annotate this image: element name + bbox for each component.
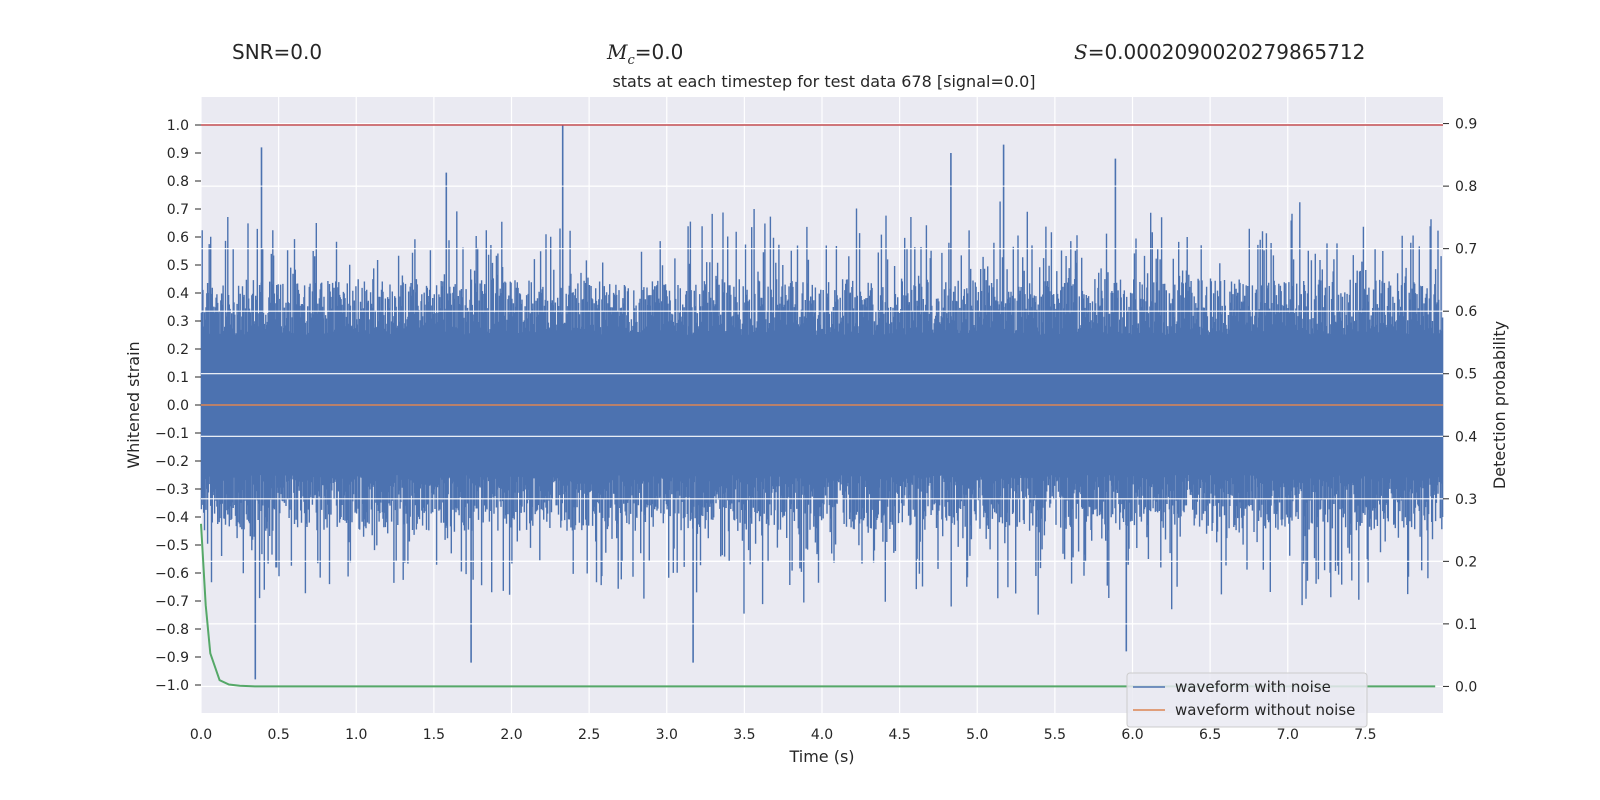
y-tick-label: 0.8: [167, 174, 189, 190]
x-tick-label: 2.5: [578, 727, 600, 743]
snr-value: SNR=0.0: [232, 40, 323, 64]
y-tick-label: 0.4: [167, 286, 189, 302]
x-tick-label: 6.5: [1199, 727, 1221, 743]
chirp-mass-symbol: M: [607, 40, 628, 64]
x-tick-label: 1.5: [423, 727, 445, 743]
x-tick-label: 4.5: [888, 727, 910, 743]
chirp-mass-stat: Mc=0.0: [607, 40, 683, 68]
y-tick-label: 0.5: [167, 258, 189, 274]
x-tick-label: 4.0: [811, 727, 833, 743]
y-tick-label: −0.6: [155, 566, 189, 582]
y2-tick-label: 0.7: [1455, 242, 1477, 258]
y2-tick-label: 0.9: [1455, 117, 1477, 133]
s-symbol: S: [1074, 40, 1088, 64]
y-tick-label: −0.3: [155, 482, 189, 498]
y-tick-label: −0.1: [155, 426, 189, 442]
y2-tick-label: 0.3: [1455, 492, 1477, 508]
y-tick-label: −0.2: [155, 454, 189, 470]
y-tick-label: −0.4: [155, 510, 189, 526]
y2-tick-label: 0.2: [1455, 554, 1477, 570]
x-tick-label: 7.0: [1277, 727, 1299, 743]
y-tick-label: 0.6: [167, 230, 189, 246]
s-value: =0.0002090020279865712: [1087, 40, 1366, 64]
legend-label: waveform without noise: [1175, 701, 1355, 719]
noise-trace: [200, 201, 1444, 615]
y2-tick-label: 0.0: [1455, 679, 1477, 695]
y-tick-label: 0.1: [167, 370, 189, 386]
y2-tick-label: 0.1: [1455, 617, 1477, 633]
x-tick-label: 2.0: [500, 727, 522, 743]
snr-stat: SNR=0.0: [232, 40, 322, 64]
y-tick-label: −0.8: [155, 622, 189, 638]
x-tick-label: 7.5: [1354, 727, 1376, 743]
y-tick-label: −1.0: [155, 678, 189, 694]
x-tick-label: 6.0: [1121, 727, 1143, 743]
y2-tick-label: 0.4: [1455, 429, 1477, 445]
chirp-mass-subscript: c: [627, 53, 635, 68]
y-axis-left: 1.0 0.9 0.8 0.7 0.6 0.5 0.4 0.3 0.2 0.1 0.0 −0.1 −0.…: [155, 118, 201, 694]
y-tick-label: 0.2: [167, 342, 189, 358]
y-tick-label: 0.9: [167, 146, 189, 162]
y-tick-label: 0.0: [167, 398, 189, 414]
x-axis: 0.0 0.5 1.0 1.5 2.0 2.5 3.0 3.5 4.0 4.5 5.0 5.5 6.0 6…: [190, 727, 1377, 743]
x-tick-label: 0.5: [267, 727, 289, 743]
y-tick-label: 0.7: [167, 202, 189, 218]
y2-tick-label: 0.6: [1455, 304, 1477, 320]
legend-box: [1126, 672, 1368, 728]
legend: waveform with noise waveform without nois…: [1126, 672, 1368, 728]
x-axis-label: Time (s): [788, 747, 854, 766]
y-tick-label: −0.7: [155, 594, 189, 610]
y-tick-label: 1.0: [167, 118, 189, 134]
y-axis-label: Whitened strain: [124, 341, 143, 468]
y-axis-right: 0.9 0.8 0.7 0.6 0.5 0.4 0.3 0.2 0.1 0.0: [1443, 117, 1477, 695]
x-tick-label: 0.0: [190, 727, 212, 743]
y-tick-label: 0.3: [167, 314, 189, 330]
y2-axis-label: Detection probability: [1490, 321, 1509, 489]
y-tick-label: −0.9: [155, 650, 189, 666]
noise-peaks: [254, 125, 1128, 680]
x-tick-label: 1.0: [345, 727, 367, 743]
y-tick-label: −0.5: [155, 538, 189, 554]
chart-title: stats at each timestep for test data 678…: [612, 72, 1036, 91]
x-tick-label: 3.0: [656, 727, 678, 743]
series-detection-probability: [200, 523, 1436, 688]
x-tick-label: 3.5: [733, 727, 755, 743]
y2-tick-label: 0.5: [1455, 367, 1477, 383]
y2-tick-label: 0.8: [1455, 179, 1477, 195]
s-stat: S=0.0002090020279865712: [1074, 40, 1365, 64]
legend-label: waveform with noise: [1175, 678, 1331, 696]
x-tick-label: 5.5: [1044, 727, 1066, 743]
reference-lines: [200, 123, 1443, 688]
x-tick-label: 5.0: [966, 727, 988, 743]
chirp-mass-value: =0.0: [634, 40, 684, 64]
